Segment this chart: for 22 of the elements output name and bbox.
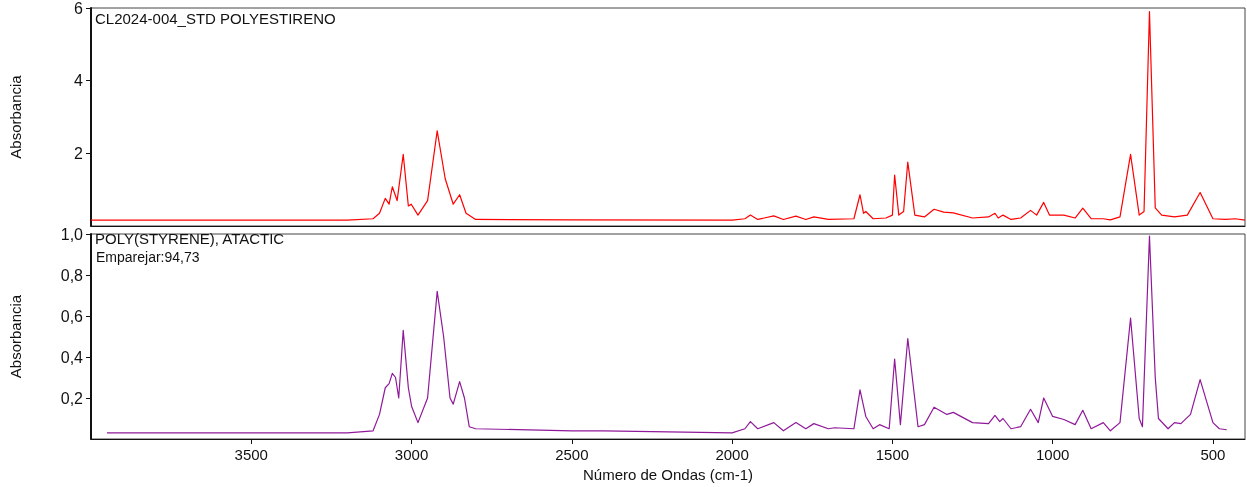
x-tick-label: 2500 <box>555 446 589 463</box>
annotation: Emparejar:94,73 <box>96 249 200 265</box>
chart-title: CL2024-004_STD POLYESTIRENO <box>95 10 336 27</box>
chart-title: POLY(STYRENE), ATACTIC <box>95 230 285 247</box>
y-tick-label: 0,2 <box>60 389 84 407</box>
x-tick-label: 3000 <box>394 446 429 463</box>
y-axis-title: Absorbancia <box>7 294 24 379</box>
y-tick-label: 1,0 <box>60 225 84 243</box>
y-tick-label: 6 <box>74 0 84 17</box>
x-axis-title: Número de Ondas (cm-1) <box>582 466 754 483</box>
x-tick-label: 1500 <box>875 446 910 463</box>
y-tick-label: 0,4 <box>60 348 84 366</box>
x-tick-label: 3500 <box>234 446 268 463</box>
y-tick-label: 2 <box>74 144 84 162</box>
y-tick-label: 4 <box>74 72 84 90</box>
y-tick-label: 0,6 <box>60 307 84 325</box>
x-tick-label: 500 <box>1200 446 1226 463</box>
line-series <box>90 11 1246 221</box>
y-tick-label: 0,8 <box>60 266 84 284</box>
y-axis-title: Absorbancia <box>7 74 24 159</box>
x-tick-label: 1000 <box>1035 446 1070 463</box>
x-tick-label: 2000 <box>715 446 749 463</box>
